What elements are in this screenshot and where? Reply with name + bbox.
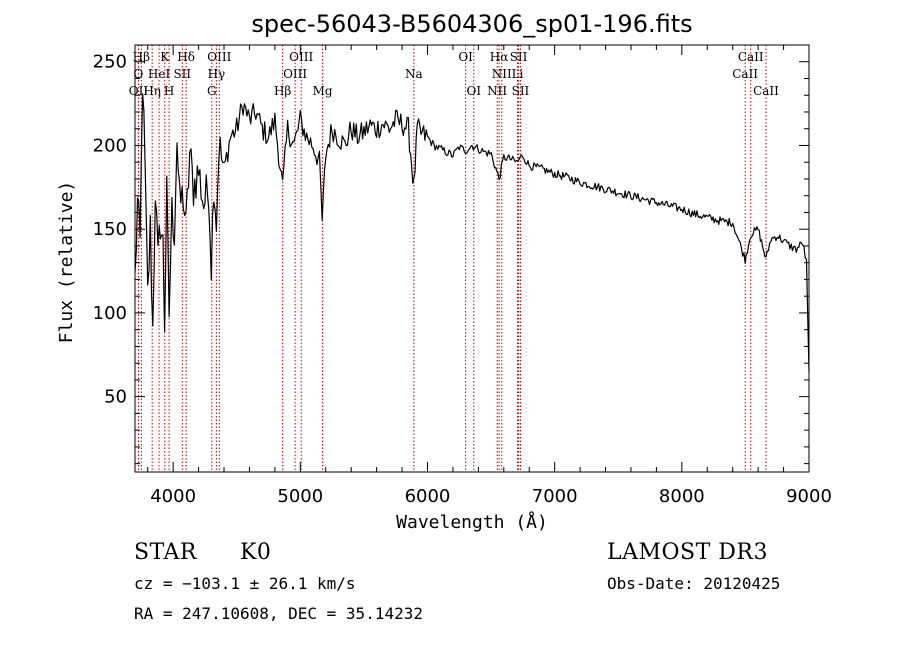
line-label: Hη: [143, 84, 161, 98]
line-label: Mg: [313, 84, 333, 98]
y-tick-label: 150: [93, 219, 127, 240]
line-label: Hδ: [177, 50, 195, 64]
line-label: HeI: [148, 67, 171, 81]
line-label: Hβ: [133, 50, 150, 64]
survey-name: LAMOST DR3: [607, 540, 768, 565]
line-label: NII: [487, 84, 507, 98]
line-label: SII: [512, 84, 530, 98]
x-tick-label: 4000: [150, 486, 196, 507]
line-label: Hβ: [274, 84, 291, 98]
line-label: OI: [458, 50, 473, 64]
chart-title: spec-56043-B5604306_sp01-196.fits: [251, 10, 692, 38]
line-label: SII: [173, 67, 191, 81]
x-tick-label: 7000: [532, 486, 578, 507]
x-tick-label: 5000: [277, 486, 323, 507]
x-axis-ticks: 4000 5000 6000 7000 8000 9000: [147, 45, 832, 507]
y-axis-ticks: 50 100 150 200 250: [93, 44, 809, 465]
y-tick-label: 200: [93, 135, 127, 156]
x-tick-label: 8000: [659, 486, 705, 507]
plot-frame: [134, 44, 810, 473]
y-tick-label: 100: [93, 303, 127, 324]
spectrum-line: [134, 93, 810, 372]
line-label: H: [164, 84, 174, 98]
object-subclass: K0: [240, 540, 272, 565]
line-label: OIII: [207, 50, 231, 64]
line-label: SII: [510, 50, 528, 64]
x-tick-label: 9000: [786, 486, 832, 507]
line-label: CaII: [753, 84, 779, 98]
line-label: OII: [129, 84, 149, 98]
x-tick-label: 6000: [405, 486, 451, 507]
line-label: CaII: [732, 67, 758, 81]
line-label: K: [160, 50, 170, 64]
line-label: Hγ: [208, 67, 226, 81]
line-label: OI: [466, 84, 481, 98]
line-label: O: [134, 67, 144, 81]
sky-coordinates: RA = 247.10608, DEC = 35.14232: [134, 604, 423, 623]
line-label: Li: [512, 67, 524, 81]
line-label: G: [207, 84, 217, 98]
line-label: OIII: [289, 50, 313, 64]
line-label: CaII: [738, 50, 764, 64]
spectral-line-markers: [137, 45, 767, 472]
line-label: OIII: [283, 67, 307, 81]
line-label: NII: [492, 67, 512, 81]
y-axis-label: Flux (relative): [56, 181, 77, 344]
line-label: Hα: [490, 50, 509, 64]
line-label: Na: [405, 67, 423, 81]
y-tick-label: 50: [104, 387, 127, 408]
y-tick-label: 250: [93, 52, 127, 73]
x-axis-label: Wavelength (Å): [396, 511, 548, 533]
redshift-velocity: cz = −103.1 ± 26.1 km/s: [134, 574, 356, 593]
observation-date: Obs-Date: 20120425: [607, 574, 781, 593]
object-class: STAR: [134, 540, 197, 565]
